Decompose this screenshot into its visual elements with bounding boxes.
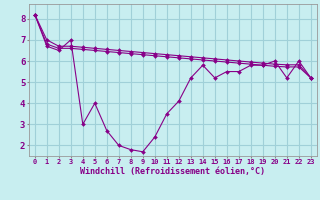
X-axis label: Windchill (Refroidissement éolien,°C): Windchill (Refroidissement éolien,°C) <box>80 167 265 176</box>
